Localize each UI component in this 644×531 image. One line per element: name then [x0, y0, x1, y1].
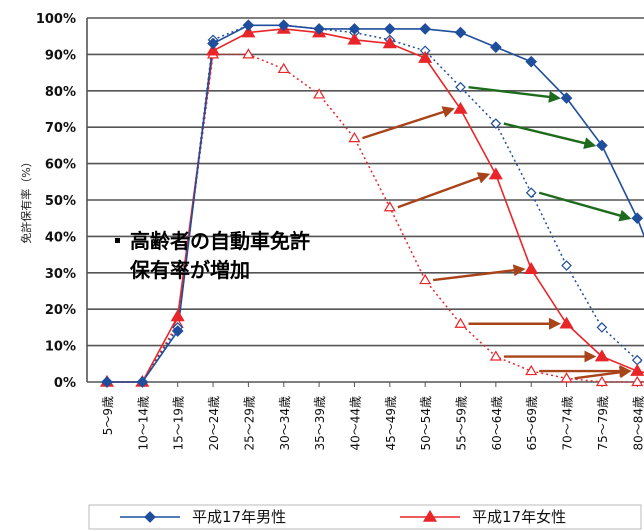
x-tick-label: 30～34歳 — [278, 396, 292, 451]
data-point — [455, 81, 466, 93]
data-point — [488, 167, 503, 180]
data-point — [453, 101, 468, 114]
data-point — [490, 41, 502, 53]
trend-arrow — [574, 366, 632, 380]
data-point — [277, 62, 290, 74]
data-point — [242, 48, 255, 59]
annotation-bullet — [115, 238, 120, 243]
y-tick-label: 90% — [45, 48, 76, 63]
x-tick-label: 5～9歳 — [101, 396, 115, 435]
y-tick-label: 50% — [45, 194, 76, 209]
x-tick-label: 55～59歳 — [455, 396, 469, 451]
data-point — [631, 354, 643, 366]
data-point — [454, 26, 467, 39]
data-point — [595, 375, 608, 387]
y-tick-label: 80% — [45, 85, 76, 100]
data-point — [560, 92, 573, 104]
x-tick-label: 50～54歳 — [419, 396, 433, 451]
y-tick-label: 0% — [54, 376, 76, 391]
x-tick-label: 80～84歳 — [631, 396, 644, 451]
data-point — [242, 19, 255, 32]
legend-label: 平成17年男性 — [192, 508, 286, 526]
y-axis-label: 免許保有率（%） — [19, 156, 33, 243]
data-point — [382, 36, 397, 49]
data-point — [144, 511, 156, 523]
data-point — [596, 322, 608, 333]
x-tick-label: 25～29歳 — [242, 396, 256, 451]
data-point — [454, 317, 467, 328]
data-point — [136, 376, 149, 388]
trend-arrow — [397, 172, 491, 209]
series-line — [107, 28, 644, 383]
annotation: 高齢者の自動車免許 保有率が増加 — [115, 229, 310, 282]
trend-arrow — [538, 191, 632, 222]
data-point — [560, 372, 573, 383]
data-point — [422, 509, 438, 522]
data-point — [419, 23, 431, 35]
data-point — [313, 88, 326, 99]
legend: 平成17年男性平成17年女性平成元年男性平成元年女性 — [88, 504, 642, 530]
y-tick-label: 60% — [45, 158, 76, 173]
data-point — [490, 118, 502, 129]
data-point — [561, 260, 572, 271]
data-point — [418, 50, 433, 63]
data-point — [596, 139, 608, 152]
y-tick-label: 20% — [45, 303, 76, 318]
data-point — [594, 349, 609, 362]
y-tick-label: 70% — [45, 121, 76, 136]
data-point — [347, 32, 362, 45]
legend-box — [88, 504, 642, 530]
data-point — [101, 376, 113, 388]
annotation-line-1: 高齢者の自動車免許 — [130, 229, 310, 253]
x-tick-label: 65～69歳 — [525, 396, 539, 451]
x-tick-label: 45～49歳 — [384, 396, 398, 451]
x-tick-label: 35～39歳 — [313, 396, 327, 451]
data-point — [383, 201, 396, 212]
data-point — [419, 273, 432, 285]
data-point — [524, 261, 539, 274]
trend-arrow — [433, 264, 526, 282]
data-point — [171, 325, 184, 337]
x-tick-label: 75～79歳 — [596, 396, 610, 451]
series-line — [107, 53, 644, 383]
data-point — [525, 187, 537, 199]
trend-arrow — [503, 122, 597, 149]
data-point — [277, 19, 290, 32]
trend-arrow — [362, 106, 455, 140]
x-tick-label: 15～19歳 — [172, 396, 186, 451]
y-tick-label: 30% — [45, 267, 76, 282]
data-point — [631, 375, 644, 387]
x-tick-label: 20～24歳 — [207, 396, 221, 451]
x-tick-label: 70～74歳 — [561, 396, 575, 451]
data-point — [630, 363, 644, 376]
data-point — [206, 43, 221, 56]
annotation-line-2: 保有率が増加 — [129, 258, 250, 282]
trend-arrow — [468, 85, 561, 103]
data-point — [348, 23, 361, 35]
x-tick-label: 10～14歳 — [136, 396, 150, 451]
data-point — [207, 37, 219, 50]
data-point — [313, 23, 325, 35]
x-tick-label: 60～64歳 — [490, 396, 504, 451]
y-tick-label: 40% — [45, 230, 76, 245]
x-tick-label: 40～44歳 — [348, 396, 362, 451]
legend-label: 平成17年女性 — [472, 508, 566, 526]
data-point — [489, 350, 502, 361]
y-tick-label: 100% — [36, 12, 76, 27]
data-point — [525, 364, 538, 376]
data-point — [348, 131, 361, 143]
y-tick-label: 10% — [45, 340, 76, 355]
data-point — [525, 55, 538, 68]
data-point — [559, 316, 574, 329]
data-point — [383, 23, 396, 35]
data-point — [631, 212, 644, 225]
data-point — [241, 25, 256, 38]
data-point — [170, 309, 185, 322]
